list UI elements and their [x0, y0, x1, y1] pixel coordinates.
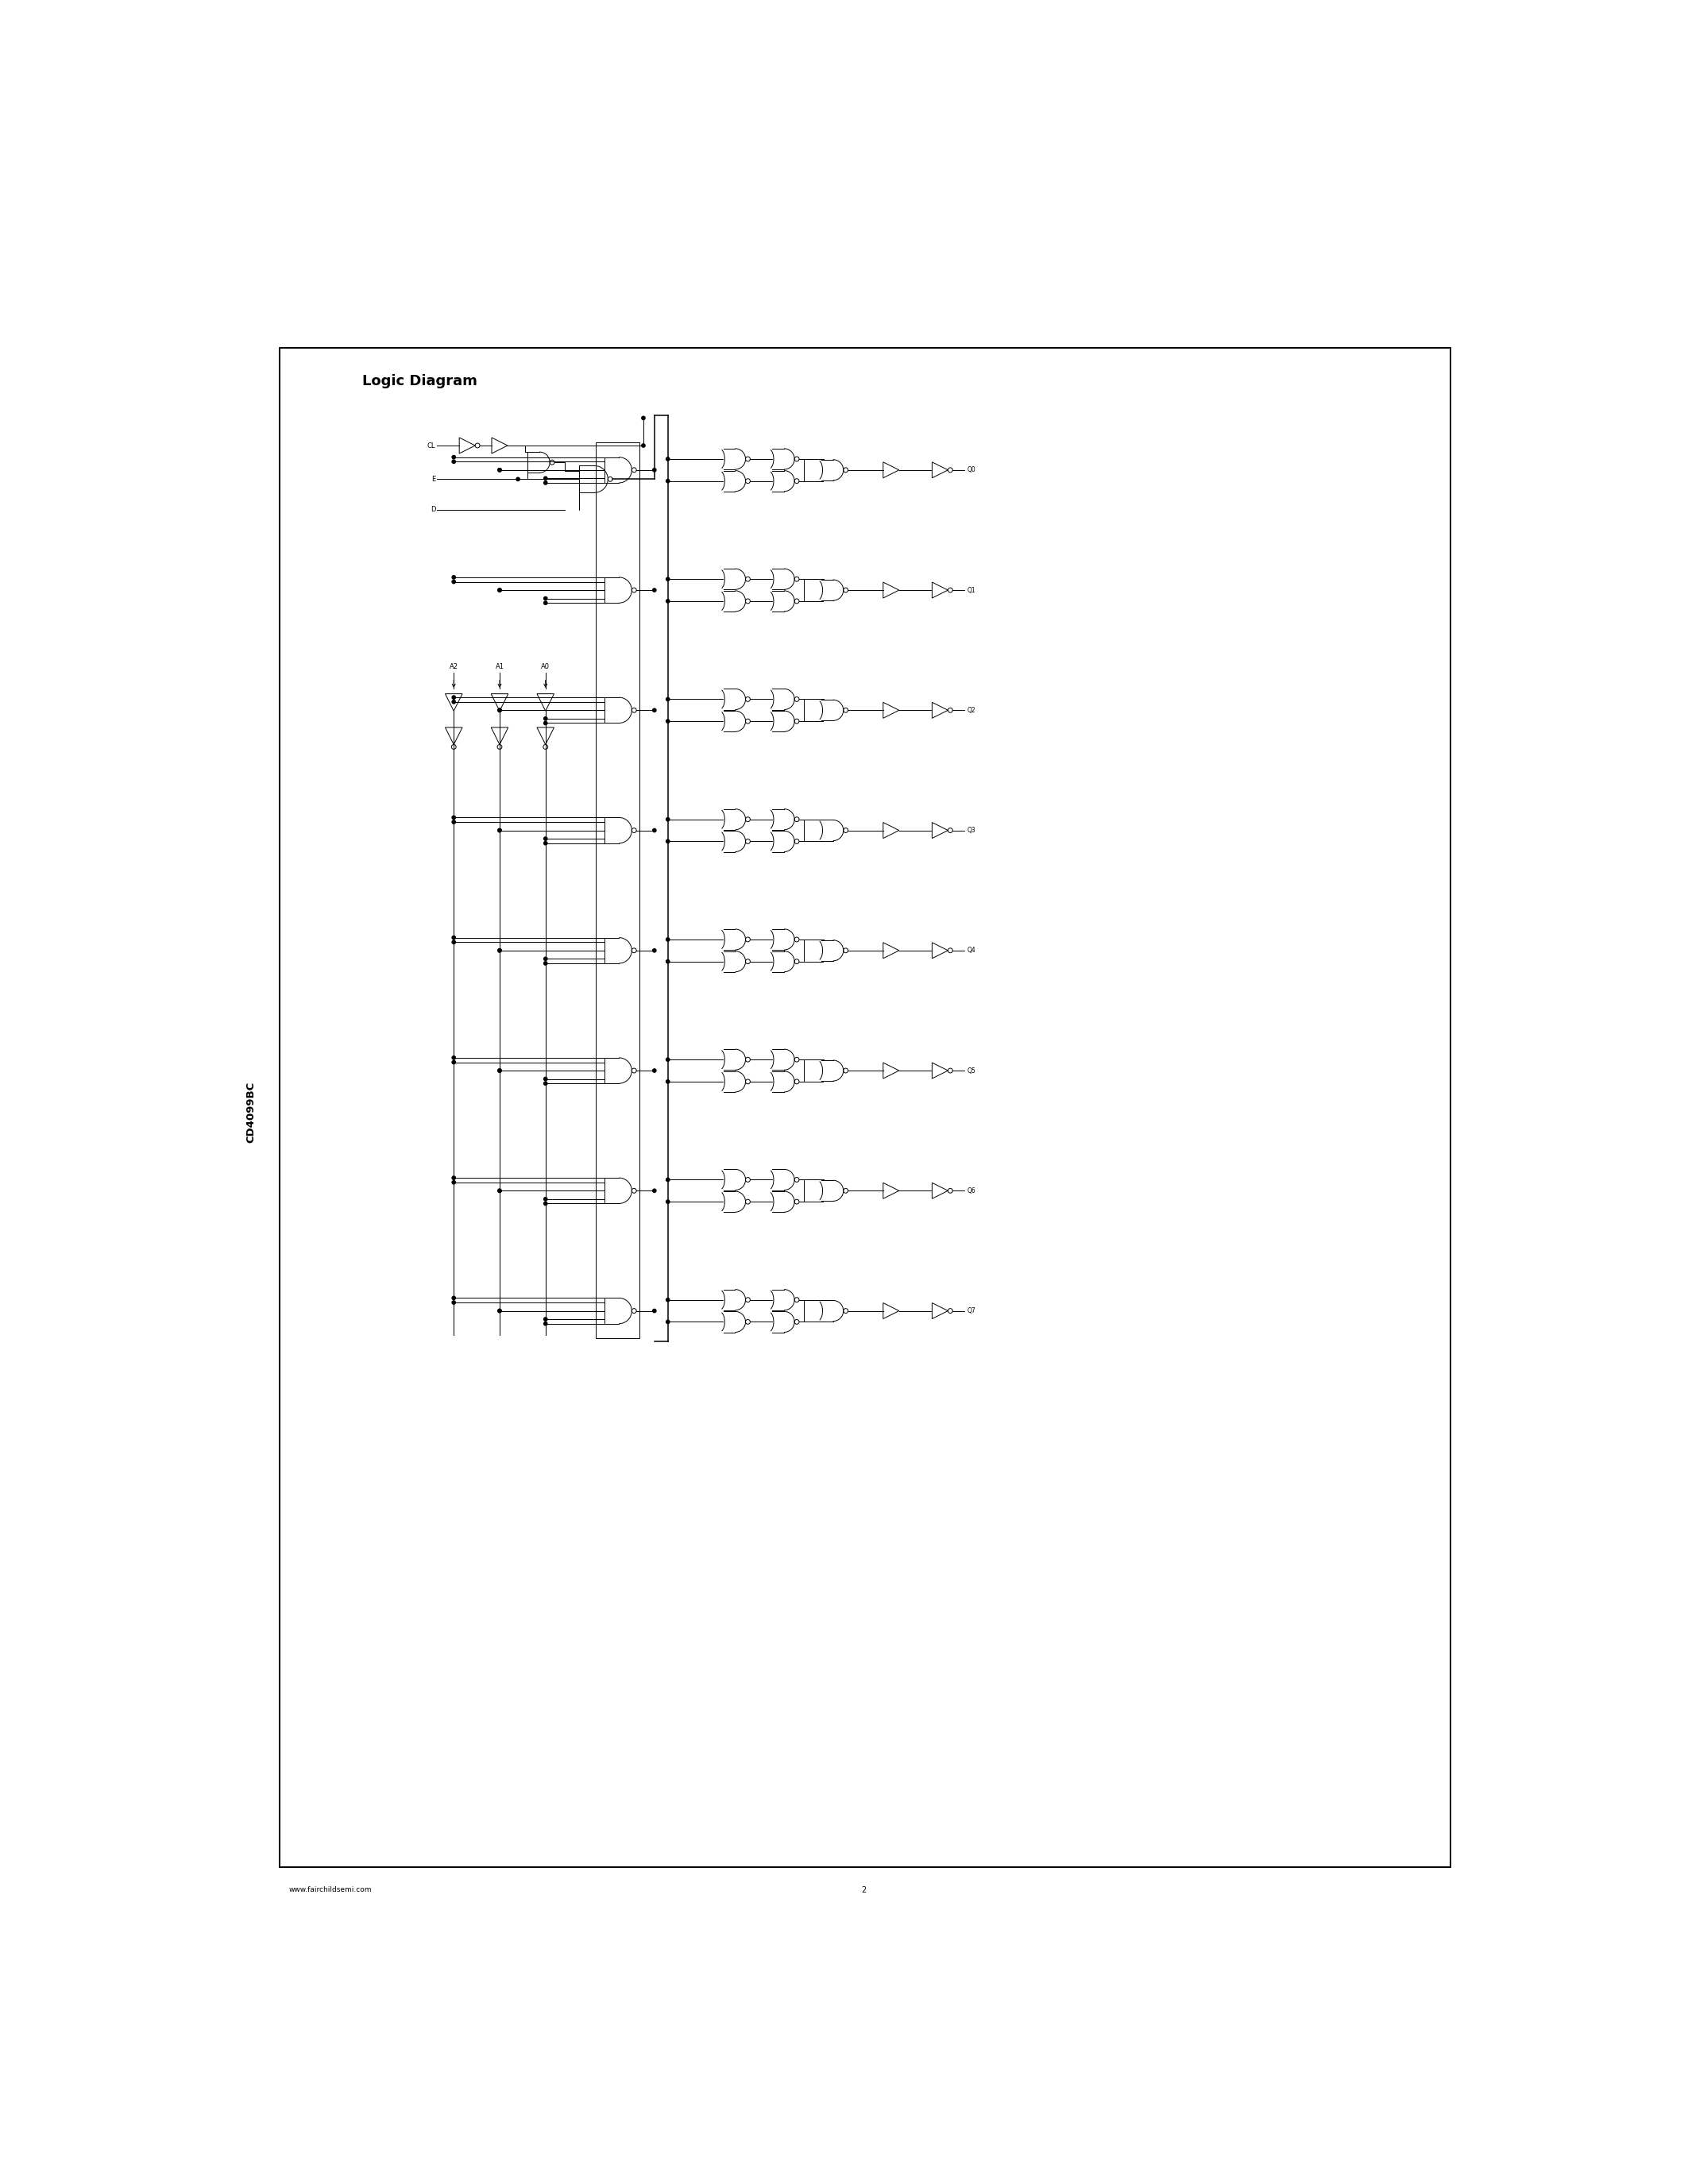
Circle shape	[498, 1308, 501, 1313]
Text: Q3: Q3	[967, 828, 976, 834]
Circle shape	[452, 941, 456, 943]
Text: Q6: Q6	[967, 1188, 976, 1195]
Circle shape	[452, 577, 456, 579]
Text: Q7: Q7	[967, 1308, 976, 1315]
Circle shape	[544, 961, 547, 965]
Circle shape	[544, 1077, 547, 1081]
Circle shape	[544, 836, 547, 841]
Circle shape	[452, 937, 456, 939]
Circle shape	[498, 1308, 501, 1313]
Circle shape	[498, 587, 501, 592]
Circle shape	[498, 828, 501, 832]
Text: Q5: Q5	[967, 1068, 976, 1075]
Circle shape	[653, 948, 657, 952]
Circle shape	[667, 719, 670, 723]
Circle shape	[452, 701, 456, 703]
Text: Q2: Q2	[967, 708, 976, 714]
Circle shape	[667, 1297, 670, 1302]
Circle shape	[653, 1068, 657, 1072]
Circle shape	[498, 1188, 501, 1192]
Circle shape	[452, 821, 456, 823]
Circle shape	[452, 697, 456, 699]
Circle shape	[452, 1302, 456, 1304]
Circle shape	[653, 708, 657, 712]
Bar	[596, 443, 640, 1339]
Circle shape	[544, 841, 547, 845]
Circle shape	[452, 581, 456, 583]
Circle shape	[544, 721, 547, 725]
Circle shape	[544, 601, 547, 605]
Circle shape	[452, 817, 456, 819]
Circle shape	[544, 1317, 547, 1321]
Circle shape	[544, 1201, 547, 1206]
Circle shape	[498, 708, 501, 712]
Circle shape	[653, 828, 657, 832]
Circle shape	[641, 417, 645, 419]
Circle shape	[498, 467, 501, 472]
Circle shape	[544, 476, 547, 480]
Text: Q4: Q4	[967, 948, 976, 954]
Circle shape	[452, 1182, 456, 1184]
Text: A2: A2	[449, 664, 457, 670]
Circle shape	[498, 708, 501, 712]
Circle shape	[498, 1188, 501, 1192]
Circle shape	[452, 1057, 456, 1059]
Text: Q1: Q1	[967, 587, 976, 594]
Circle shape	[667, 1177, 670, 1182]
Circle shape	[498, 1068, 501, 1072]
Circle shape	[667, 1079, 670, 1083]
Circle shape	[544, 957, 547, 961]
Circle shape	[544, 1321, 547, 1326]
Circle shape	[498, 587, 501, 592]
Circle shape	[667, 478, 670, 483]
Circle shape	[544, 480, 547, 485]
Circle shape	[653, 1188, 657, 1192]
Circle shape	[498, 467, 501, 472]
Circle shape	[498, 948, 501, 952]
Circle shape	[641, 443, 645, 448]
Circle shape	[452, 461, 456, 463]
Circle shape	[498, 948, 501, 952]
Circle shape	[517, 478, 520, 480]
Circle shape	[667, 1319, 670, 1324]
Text: Q0: Q0	[967, 467, 976, 474]
Circle shape	[667, 1057, 670, 1061]
Circle shape	[653, 1308, 657, 1313]
Circle shape	[452, 1061, 456, 1064]
Circle shape	[544, 1081, 547, 1085]
Circle shape	[653, 587, 657, 592]
Circle shape	[667, 598, 670, 603]
Text: D: D	[430, 507, 436, 513]
Text: Logic Diagram: Logic Diagram	[361, 373, 478, 389]
Circle shape	[544, 596, 547, 601]
Circle shape	[667, 959, 670, 963]
Circle shape	[667, 839, 670, 843]
Circle shape	[544, 1197, 547, 1201]
Circle shape	[653, 467, 657, 472]
Text: www.fairchildsemi.com: www.fairchildsemi.com	[289, 1887, 371, 1894]
Text: CD4099BC: CD4099BC	[245, 1081, 257, 1142]
Circle shape	[498, 1068, 501, 1072]
Circle shape	[452, 456, 456, 459]
Text: CL: CL	[427, 441, 436, 450]
Text: 2: 2	[861, 1887, 866, 1894]
Circle shape	[544, 716, 547, 721]
Circle shape	[452, 1177, 456, 1179]
Circle shape	[667, 577, 670, 581]
Text: A0: A0	[542, 664, 550, 670]
Circle shape	[667, 456, 670, 461]
Text: A1: A1	[495, 664, 505, 670]
Circle shape	[498, 828, 501, 832]
Text: E: E	[430, 476, 436, 483]
Circle shape	[667, 1199, 670, 1203]
Circle shape	[452, 1297, 456, 1299]
Circle shape	[667, 697, 670, 701]
Circle shape	[667, 817, 670, 821]
Circle shape	[667, 937, 670, 941]
